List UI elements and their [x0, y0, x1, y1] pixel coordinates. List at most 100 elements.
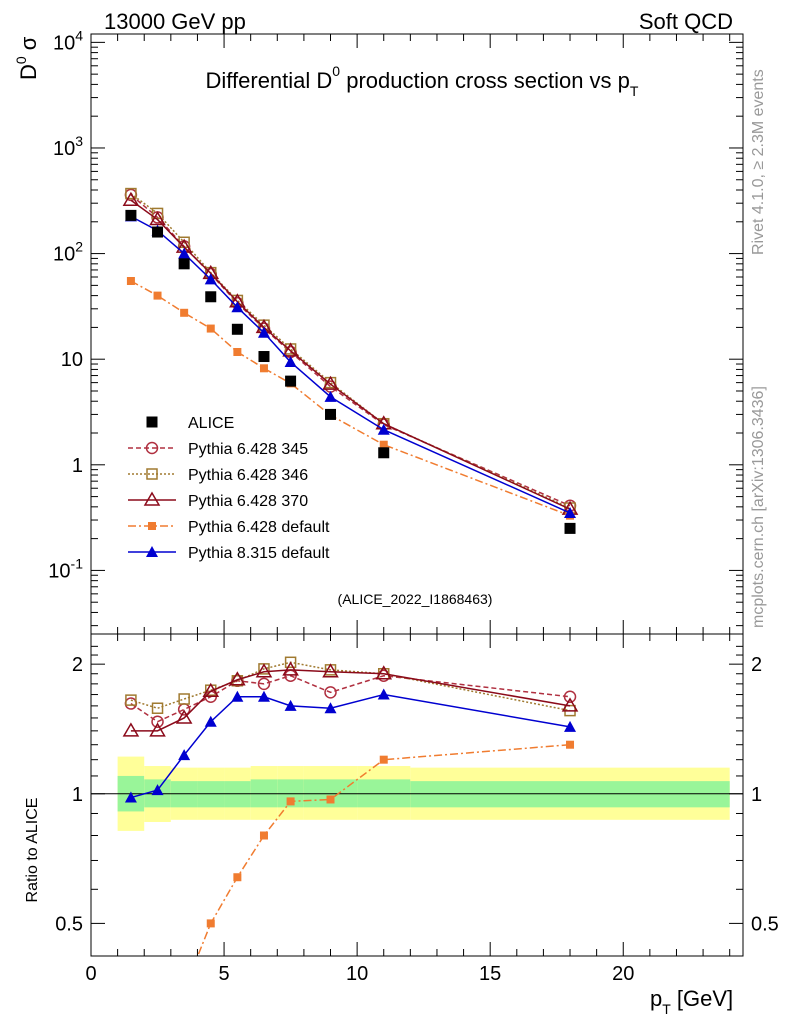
- legend-marker-p8def: [146, 546, 158, 557]
- point-p370: [255, 663, 273, 678]
- header-left: 13000 GeV pp: [104, 9, 246, 34]
- series-line-p370: [130, 669, 571, 732]
- point-p6def: [566, 740, 575, 749]
- point-p8def: [231, 690, 244, 702]
- analysis-id: (ALICE_2022_I1868463): [338, 591, 493, 607]
- main-frame: [90, 33, 744, 635]
- series-line-p6def: [196, 743, 571, 956]
- point-p370: [282, 342, 299, 357]
- point-p8def: [178, 749, 191, 761]
- point-p6def: [153, 291, 162, 300]
- point-p8def: [324, 390, 337, 402]
- tick-base: 10: [53, 244, 75, 266]
- point-ALICE: [231, 323, 243, 335]
- point-p8def: [257, 690, 270, 702]
- point-p8def: [178, 247, 191, 259]
- legend-label-ALICE: ALICE: [188, 415, 234, 432]
- legend-marker-p6def: [148, 522, 156, 530]
- legend: ALICE Pythia 6.428 345 Pythia 6.428 346 Pyt…: [128, 415, 330, 562]
- point-p8def: [204, 715, 217, 727]
- series-line-p346: [130, 192, 571, 509]
- tick-exp: -1: [71, 555, 84, 571]
- legend-label-p8def: Pythia 8.315 default: [188, 545, 330, 562]
- series-line-p8def: [130, 693, 571, 799]
- y-tick-label-right: 1: [751, 784, 762, 806]
- point-ALICE: [378, 447, 390, 459]
- series-line-p370: [130, 199, 571, 510]
- legend-marker-ALICE: [146, 416, 158, 428]
- point-p6def: [233, 873, 242, 882]
- point-p370: [322, 375, 339, 390]
- xlabel: pT [GeV]: [650, 986, 733, 1017]
- point-p346: [284, 656, 297, 669]
- legend-marker-p346: [146, 468, 158, 480]
- point-ALICE: [178, 258, 190, 270]
- point-p6def: [286, 797, 295, 806]
- point-p6def: [126, 277, 135, 286]
- point-ALICE: [125, 209, 137, 221]
- ratio-ylabel: Ratio to ALICE: [24, 798, 41, 903]
- point-p370: [229, 671, 246, 686]
- x-tick-label: 0: [85, 963, 96, 985]
- point-p370: [375, 665, 393, 680]
- ratio-frame: [90, 633, 744, 957]
- plot-title-rest: production cross section vs p: [340, 68, 630, 93]
- point-p346: [178, 693, 190, 705]
- point-p370: [122, 191, 140, 206]
- point-ALICE: [285, 375, 297, 387]
- point-p370: [322, 663, 339, 678]
- point-ALICE: [258, 351, 270, 363]
- y-tick-label: 104: [53, 27, 83, 54]
- legend-label-p370: Pythia 6.428 370: [188, 493, 308, 510]
- series-group: [122, 187, 579, 534]
- legend-label-p6def: Pythia 6.428 default: [188, 519, 330, 536]
- series-group: [122, 656, 579, 994]
- mcplots-label: mcplots.cern.ch [arXiv:1306.3436]: [750, 386, 767, 628]
- x-tick-label: 10: [346, 963, 368, 985]
- point-p8def: [377, 688, 390, 700]
- tick-exp: 2: [75, 239, 83, 255]
- point-p8def: [231, 301, 244, 313]
- point-p6def: [180, 308, 189, 317]
- point-p6def: [206, 324, 215, 333]
- point-p346: [151, 702, 164, 714]
- header-right: Soft QCD: [639, 9, 733, 34]
- series-line-p346: [130, 661, 571, 712]
- y-tick-label-right: 2: [751, 654, 762, 676]
- x-tick-label: 20: [612, 963, 634, 985]
- main-ylabel: D0 σ: [13, 36, 41, 80]
- y-tick-label: 102: [53, 239, 83, 266]
- tick-base: 10: [48, 560, 70, 582]
- legend-marker-p370: [143, 491, 161, 506]
- y-tick-label: 0.5: [55, 913, 83, 935]
- point-p6def: [259, 364, 268, 373]
- point-p8def: [257, 326, 270, 338]
- series-line-p6def: [130, 280, 571, 517]
- point-p370: [202, 682, 220, 698]
- point-p6def: [259, 831, 268, 840]
- y-tick-label: 103: [53, 133, 83, 160]
- point-p6def: [180, 986, 188, 994]
- point-p370: [149, 722, 166, 737]
- y-tick-label: 10: [61, 349, 83, 371]
- y-tick-label: 10-1: [48, 555, 83, 582]
- point-p370: [561, 697, 579, 712]
- point-p6def: [233, 347, 242, 356]
- legend-label-p346: Pythia 6.428 346: [188, 467, 308, 484]
- point-p8def: [284, 699, 297, 711]
- point-p346: [125, 694, 137, 706]
- point-p6def: [326, 795, 335, 804]
- point-p8def: [564, 720, 577, 732]
- y-tick-label: 2: [72, 654, 83, 676]
- tick-exp: 4: [75, 27, 83, 43]
- point-p6def: [379, 440, 388, 449]
- point-p346: [125, 187, 137, 200]
- series-line-p345: [130, 194, 571, 507]
- point-p345: [151, 715, 164, 728]
- plot-title-sub: T: [630, 83, 639, 99]
- point-p8def: [324, 702, 337, 714]
- y-tick-label: 1: [72, 455, 83, 477]
